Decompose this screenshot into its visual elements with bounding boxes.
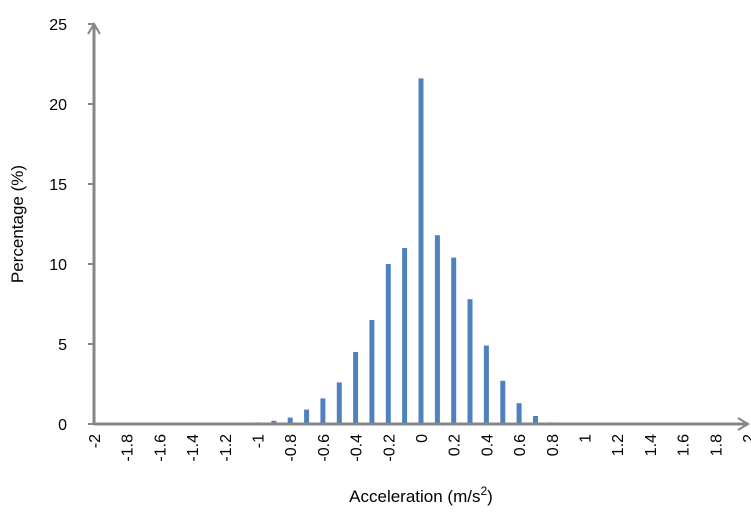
- y-tick-label: 20: [49, 97, 67, 114]
- x-tick-label: 0.6: [512, 434, 529, 456]
- bar: [467, 299, 473, 424]
- y-axis-ticks: 0 5 10 15 20 25: [49, 17, 94, 434]
- x-tick-label: 0.8: [545, 434, 562, 456]
- x-tick-label: -2: [87, 434, 104, 448]
- x-tick-label: 1.8: [708, 434, 725, 456]
- x-tick-label: -1.2: [218, 434, 235, 462]
- x-tick-label: -1: [251, 434, 268, 448]
- x-tick-label: -1.4: [185, 434, 202, 462]
- y-tick-label: 25: [49, 17, 67, 34]
- x-axis-title-main: Acceleration (m/s: [349, 487, 480, 506]
- y-axis-arrow: [87, 22, 101, 35]
- x-axis-title-tail: ): [487, 487, 493, 506]
- bar: [516, 403, 522, 424]
- x-axis-title-superscript: 2: [480, 484, 487, 498]
- x-tick-label: 0: [414, 434, 431, 443]
- bar: [271, 420, 277, 424]
- x-tick-label: 2: [741, 434, 751, 443]
- x-tick-label: -1.6: [152, 434, 169, 462]
- bar: [336, 382, 342, 424]
- y-tick-label: 10: [49, 257, 67, 274]
- x-tick-label: -0.6: [316, 434, 333, 462]
- x-tick-label: -0.4: [349, 434, 366, 462]
- x-tick-label: 0.4: [479, 434, 496, 456]
- bar: [483, 345, 489, 424]
- bar: [402, 248, 408, 424]
- x-tick-label: -0.8: [283, 434, 300, 462]
- x-tick-label: 1: [578, 434, 595, 443]
- bar: [533, 416, 538, 424]
- x-tick-label: -0.2: [381, 434, 398, 462]
- y-axis-title: Percentage (%): [8, 165, 27, 283]
- bar: [385, 264, 391, 424]
- x-axis-title: Acceleration (m/s2): [349, 484, 493, 506]
- bar: [369, 320, 375, 424]
- y-tick-label: 5: [58, 337, 67, 354]
- bar: [320, 398, 326, 424]
- x-tick-label: 0.2: [447, 434, 464, 456]
- bar: [451, 257, 457, 424]
- bar: [353, 352, 359, 424]
- bar: [304, 409, 310, 424]
- x-tick-label: 1.6: [676, 434, 693, 456]
- bar: [418, 78, 424, 425]
- x-tick-label: 1.4: [643, 434, 660, 456]
- x-tick-label: -1.8: [120, 434, 137, 462]
- bar: [500, 380, 506, 424]
- bar: [287, 417, 293, 424]
- y-tick-label: 15: [49, 177, 67, 194]
- bar: [434, 235, 440, 424]
- x-axis-ticks: -2 -1.8 -1.6 -1.4 -1.2 -1 -0.8 -0.6 -0.4 -0.2 0 0.2…: [87, 434, 751, 462]
- bar-series: [255, 78, 555, 425]
- y-tick-label: 0: [58, 417, 67, 434]
- axes: [87, 22, 750, 431]
- x-axis-arrow: [737, 417, 750, 431]
- x-tick-label: 1.2: [610, 434, 627, 456]
